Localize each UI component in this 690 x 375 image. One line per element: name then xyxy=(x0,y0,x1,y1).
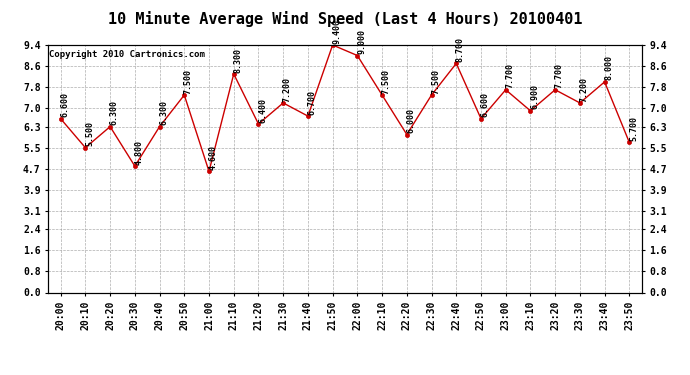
Text: Copyright 2010 Cartronics.com: Copyright 2010 Cartronics.com xyxy=(50,50,206,59)
Text: 7.200: 7.200 xyxy=(580,76,589,102)
Text: 5.500: 5.500 xyxy=(85,121,94,146)
Text: 6.900: 6.900 xyxy=(530,84,539,109)
Text: 7.500: 7.500 xyxy=(431,69,440,94)
Text: 6.400: 6.400 xyxy=(258,98,267,123)
Text: 4.800: 4.800 xyxy=(135,140,144,165)
Text: 7.700: 7.700 xyxy=(505,63,514,88)
Text: 5.700: 5.700 xyxy=(629,116,638,141)
Text: 8.700: 8.700 xyxy=(456,37,465,62)
Text: 7.500: 7.500 xyxy=(184,69,193,94)
Text: 10 Minute Average Wind Speed (Last 4 Hours) 20100401: 10 Minute Average Wind Speed (Last 4 Hou… xyxy=(108,11,582,27)
Text: 4.600: 4.600 xyxy=(208,145,217,170)
Text: 6.700: 6.700 xyxy=(308,90,317,115)
Text: 9.000: 9.000 xyxy=(357,29,366,54)
Text: 7.700: 7.700 xyxy=(555,63,564,88)
Text: 7.200: 7.200 xyxy=(283,76,292,102)
Text: 6.600: 6.600 xyxy=(481,92,490,117)
Text: 7.500: 7.500 xyxy=(382,69,391,94)
Text: 9.400: 9.400 xyxy=(333,19,342,44)
Text: 6.300: 6.300 xyxy=(110,100,119,125)
Text: 6.600: 6.600 xyxy=(60,92,69,117)
Text: 6.000: 6.000 xyxy=(406,108,415,133)
Text: 8.000: 8.000 xyxy=(604,56,613,81)
Text: 6.300: 6.300 xyxy=(159,100,168,125)
Text: 8.300: 8.300 xyxy=(233,48,242,73)
